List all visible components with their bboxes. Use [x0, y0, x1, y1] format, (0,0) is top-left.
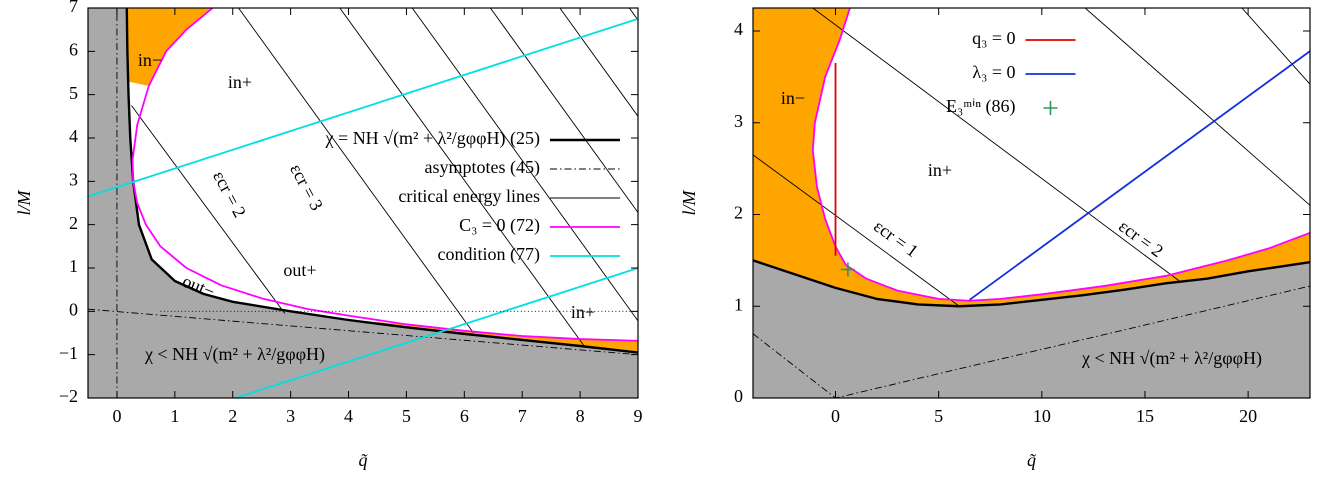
annotation: in+: [571, 302, 595, 322]
x-tick-label: 5: [402, 406, 411, 426]
x-axis-label: q̃: [1027, 450, 1037, 470]
annotation: in−: [138, 50, 162, 70]
series-line: [125, 8, 638, 354]
x-axis-label: q̃: [359, 450, 369, 470]
y-tick-label: 2: [69, 213, 78, 233]
legend-label: C₃ = 0 (72): [459, 215, 540, 236]
annotation: χ < NH √(m² + λ²/gφφH): [1081, 348, 1262, 369]
y-tick-label: 7: [69, 0, 78, 16]
legend-label: λ₃ = 0: [972, 62, 1015, 82]
x-tick-label: 1: [170, 406, 179, 426]
y-tick-label: 4: [69, 126, 78, 146]
x-tick-label: 0: [831, 406, 840, 426]
annotation: in−: [781, 88, 805, 108]
plot-frame: [752, 7, 1311, 399]
plot-frame: [87, 7, 639, 399]
plot-area: [88, 8, 638, 398]
series-line: [969, 50, 1310, 301]
y-tick-label: 3: [69, 169, 78, 189]
y-tick-label: 0: [734, 386, 743, 406]
series-line: [753, 8, 1310, 307]
x-tick-label: 8: [576, 406, 585, 426]
x-tick-label: 20: [1239, 406, 1257, 426]
x-tick-label: 6: [460, 406, 469, 426]
annotation: in+: [228, 72, 252, 92]
x-tick-label: 4: [344, 406, 353, 426]
y-tick-label: 5: [69, 83, 78, 103]
y-tick-label: 1: [734, 294, 743, 314]
legend-marker: [1043, 101, 1058, 115]
y-tick-label: −2: [59, 386, 78, 406]
series-line: [88, 17, 638, 398]
plot-area: [753, 8, 1310, 398]
legend-label: χ = NH √(m² + λ²/gφφH) (25): [325, 128, 540, 149]
y-axis-label: l/M: [679, 189, 699, 215]
x-tick-label: 15: [1136, 406, 1154, 426]
y-tick-label: 6: [69, 39, 78, 59]
annotation: χ < NH √(m² + λ²/gφφH): [144, 344, 325, 365]
region: [753, 8, 1310, 307]
y-axis-label: l/M: [14, 189, 34, 215]
x-tick-label: 10: [1033, 406, 1051, 426]
y-tick-label: 0: [69, 299, 78, 319]
series-line: [753, 259, 1310, 308]
legend-label: q₃ = 0: [972, 28, 1015, 48]
legend-label: E₃ᵐⁱⁿ (86): [946, 96, 1015, 117]
series-line: [88, 8, 638, 398]
legend-label: asymptotes (45): [425, 157, 540, 178]
x-tick-label: 9: [634, 406, 643, 426]
y-tick-label: 3: [734, 111, 743, 131]
y-tick-label: 4: [734, 19, 743, 39]
annotation: out+: [283, 260, 316, 280]
x-tick-label: 5: [934, 406, 943, 426]
x-tick-label: 7: [518, 406, 527, 426]
y-tick-label: 2: [734, 203, 743, 223]
x-tick-label: 0: [112, 406, 121, 426]
x-tick-label: 2: [228, 406, 237, 426]
series-line: [753, 285, 1310, 398]
series-line: [811, 8, 1310, 302]
series-line: [131, 8, 638, 347]
y-tick-label: 1: [69, 256, 78, 276]
excluded-region: [753, 260, 1310, 398]
y-tick-label: −1: [59, 343, 78, 363]
legend-label: critical energy lines: [398, 186, 540, 206]
series-line: [131, 8, 638, 342]
point-marker: [840, 262, 855, 277]
annotation: in+: [928, 160, 952, 180]
legend-label: condition (77): [438, 244, 540, 265]
x-tick-label: 3: [286, 406, 295, 426]
